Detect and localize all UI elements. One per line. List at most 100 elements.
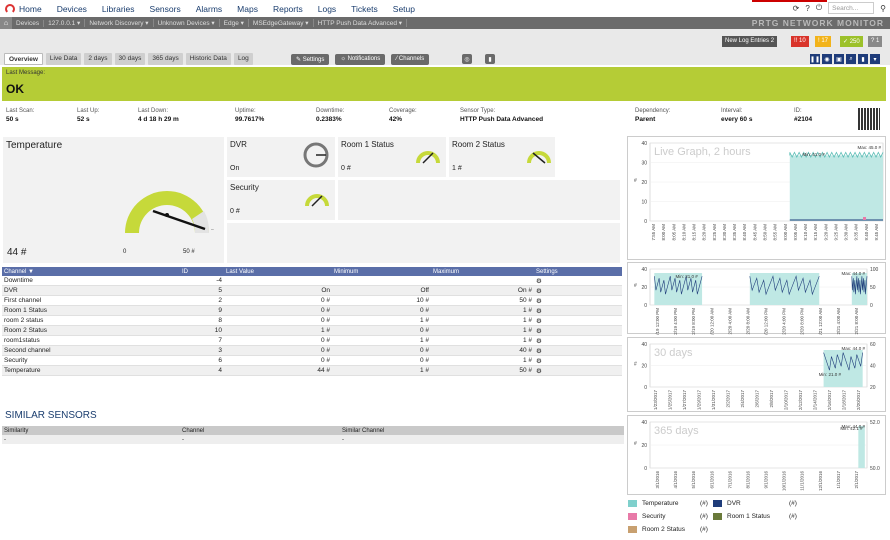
gear-icon[interactable]: ⚙	[536, 367, 542, 375]
x-tick-label: 2/4/2017	[740, 390, 745, 408]
y-axis-label: #	[634, 178, 637, 184]
settings-button[interactable]: ✎ Settings	[291, 54, 330, 65]
cell-max: 1 #	[522, 317, 532, 324]
nav-sensors[interactable]: Sensors	[149, 3, 181, 14]
empty-gauge-panel	[337, 179, 621, 221]
new-log-entries-badge[interactable]: New Log Entries 2	[722, 36, 778, 47]
nav-maps[interactable]: Maps	[237, 3, 258, 14]
down-count-badge[interactable]: !! 10	[791, 36, 809, 47]
priority-icon[interactable]: ▣	[834, 54, 844, 64]
prtg-logo-icon[interactable]	[5, 3, 15, 14]
tab-live-data[interactable]: Live Data	[45, 53, 82, 65]
col-similarity[interactable]: Similarity	[4, 427, 29, 434]
nav-logs[interactable]: Logs	[317, 3, 337, 14]
nav-home[interactable]: Home	[19, 3, 42, 14]
breadcrumb-item[interactable]: HTTP Push Data Advanced ▾	[314, 19, 407, 27]
breadcrumb-item[interactable]: MSEdgeGateway ▾	[249, 19, 314, 27]
gear-icon[interactable]: ⚙	[536, 337, 542, 345]
tab-365-days[interactable]: 365 days	[148, 53, 183, 65]
graph-live[interactable]: 40 30 20 10 0 7:55 AM 8:00 AM 8:05 AM 8:10 AM 8:1…	[627, 136, 886, 260]
nav-devices[interactable]: Devices	[56, 3, 87, 14]
help-icon[interactable]: ?	[805, 3, 810, 13]
x-tick-label: 8:50 AM	[763, 224, 768, 241]
gear-icon[interactable]: ⚙	[536, 357, 542, 365]
delete-icon[interactable]: ▮	[485, 54, 495, 64]
pause-icon[interactable]: ❚❚	[810, 54, 820, 64]
col-maximum[interactable]: Maximum	[433, 268, 460, 275]
refresh-icon[interactable]: ⟳	[792, 3, 800, 13]
tab-historic-data[interactable]: Historic Data	[185, 53, 231, 65]
link-icon[interactable]: ⌕	[846, 54, 856, 64]
home-icon[interactable]: ⌂	[0, 17, 12, 29]
table-row[interactable]: First channel 2 0 # 10 # 50 # ⚙	[2, 296, 622, 306]
tab-log[interactable]: Log	[233, 53, 253, 65]
more-icon[interactable]: ▾	[870, 54, 880, 64]
gear-icon[interactable]: ⚙	[536, 327, 542, 335]
table-row[interactable]: Second channel 3 0 # 0 # 40 # ⚙	[2, 346, 622, 356]
table-row[interactable]: Room 2 Status 10 1 # 0 # 1 # ⚙	[2, 326, 622, 336]
room2-gauge-icon	[527, 151, 551, 164]
gear-icon[interactable]: ⚙	[536, 307, 542, 315]
x-tick-label: 9:20 AM	[823, 224, 828, 241]
tab-overview[interactable]: Overview	[4, 53, 43, 65]
y-tick-label: 20	[641, 364, 647, 370]
trash-icon[interactable]: ▮	[858, 54, 868, 64]
temperature-area	[789, 155, 883, 221]
notifications-button[interactable]: ☼ Notifications	[335, 54, 386, 65]
gear-icon[interactable]: ⚙	[536, 297, 542, 305]
graph-2-days[interactable]: 40 20 0 100 50 0 2/19 12:00 PM 2/19 4:00 PM 2/19…	[627, 262, 886, 337]
gear-icon[interactable]: ⚙	[536, 277, 542, 285]
col-last-value[interactable]: Last Value	[226, 268, 254, 275]
col-channel[interactable]: Channel ▼	[4, 268, 34, 275]
cell-last: 0 #	[320, 347, 330, 354]
nav-tickets[interactable]: Tickets	[351, 3, 378, 14]
unknown-count-badge[interactable]: ? 1	[868, 36, 883, 47]
table-row[interactable]: DVR 5 On Off On # ⚙	[2, 286, 622, 296]
table-row[interactable]: Temperature 4 44 # 1 # 50 # ⚙	[2, 366, 622, 376]
cell-name: Second channel	[4, 347, 51, 354]
breadcrumb-item[interactable]: Unknown Devices ▾	[154, 19, 220, 27]
breadcrumb-item[interactable]: Devices	[12, 19, 45, 27]
search-icon[interactable]: ⚲	[880, 3, 886, 13]
breadcrumb-item[interactable]: 127.0.0.1 ▾	[44, 19, 86, 27]
breadcrumb-item[interactable]: Network Discovery ▾	[85, 19, 154, 27]
graph-365-days[interactable]: 40 20 0 52.0 50.0 3/1/2016 4/1/2016 5/1/2016 6/1…	[627, 415, 886, 495]
col-channel[interactable]: Channel	[182, 427, 205, 434]
cell-id: 6	[218, 357, 222, 364]
gauge-max: 50 #	[183, 249, 195, 255]
col-id[interactable]: ID	[182, 268, 188, 275]
similar-sensors-table: Similarity Channel Similar Channel - - -	[2, 426, 624, 444]
graph-30-days[interactable]: 40 20 0 60 40 20 1/23/2017 1/25/2017 1/27/2017 1/…	[627, 337, 886, 412]
breadcrumb-item[interactable]: Edge ▾	[220, 19, 249, 27]
max-label: Max: 45.0 #	[857, 145, 881, 150]
warning-count-badge[interactable]: ! 17	[815, 36, 832, 47]
scan-icon[interactable]: ◉	[822, 54, 832, 64]
x-tick-label: 8:30 AM	[722, 224, 727, 241]
col-similar-channel[interactable]: Similar Channel	[342, 427, 385, 434]
nav-setup[interactable]: Setup	[392, 3, 415, 14]
table-row[interactable]: Downtime -4 ⚙	[2, 276, 622, 286]
table-row[interactable]: room1status 7 0 # 1 # 1 # ⚙	[2, 336, 622, 346]
qr-code-icon[interactable]	[858, 108, 880, 130]
col-settings[interactable]: Settings	[536, 268, 558, 275]
temperature-gauge: ‒	[125, 191, 214, 233]
nav-alarms[interactable]: Alarms	[195, 3, 223, 14]
nav-reports[interactable]: Reports	[272, 3, 303, 14]
channels-button[interactable]: ⁄ Channels	[391, 54, 430, 65]
gear-icon[interactable]: ⚙	[536, 347, 542, 355]
table-row[interactable]: room 2 status 8 0 # 1 # 1 # ⚙	[2, 316, 622, 326]
clone-icon[interactable]: ◎	[462, 54, 472, 64]
logout-icon[interactable]: ⏻	[815, 3, 823, 12]
temperature-value: 44 #	[7, 247, 27, 258]
gear-icon[interactable]: ⚙	[536, 317, 542, 325]
nav-libraries[interactable]: Libraries	[101, 3, 135, 14]
search-input[interactable]: Search...	[828, 2, 875, 14]
x-tick-label: 9:00 AM	[783, 224, 788, 241]
gear-icon[interactable]: ⚙	[536, 287, 542, 295]
table-row[interactable]: Security 6 0 # 0 # 1 # ⚙	[2, 356, 622, 366]
col-minimum[interactable]: Minimum	[334, 268, 359, 275]
tab-2-days[interactable]: 2 days	[84, 53, 112, 65]
up-count-badge[interactable]: ✓ 250	[840, 36, 863, 47]
tab-30-days[interactable]: 30 days	[114, 53, 146, 65]
table-row[interactable]: Room 1 Status 9 0 # 0 # 1 # ⚙	[2, 306, 622, 316]
